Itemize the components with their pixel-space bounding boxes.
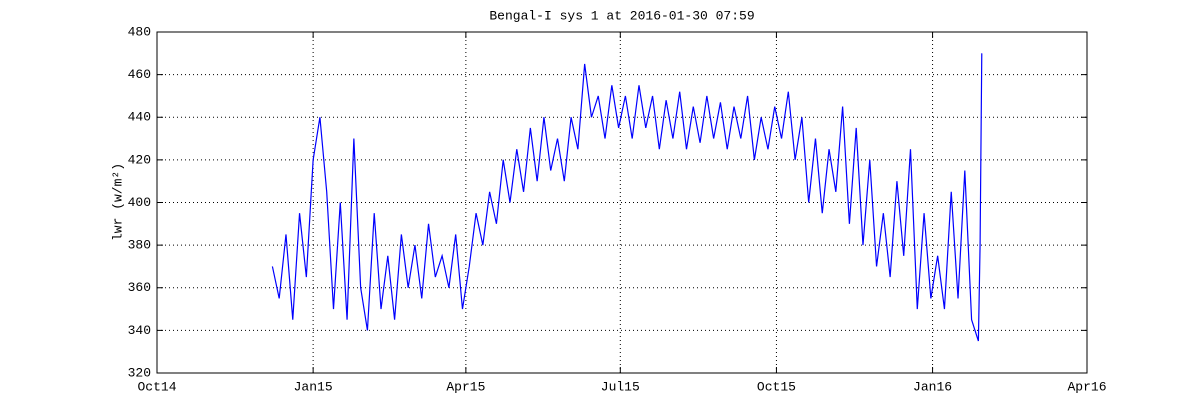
x-tick-label: Apr16 [1067,379,1106,394]
y-tick-label: 440 [128,110,151,125]
plot-frame [156,31,1088,374]
data-line [271,53,983,342]
x-tick-label: Oct14 [137,379,176,394]
y-tick-label: 480 [128,24,151,39]
y-tick-label: 320 [128,365,151,380]
x-tick-label: Oct15 [757,379,796,394]
y-tick-label: 380 [128,238,151,253]
y-axis-label: lwr (w/m²) [110,163,125,241]
chart-title: Bengal-I sys 1 at 2016-01-30 07:59 [489,8,754,23]
y-tick-label: 360 [128,280,151,295]
y-tick-label: 400 [128,195,151,210]
x-tick-label: Apr15 [446,379,485,394]
x-tick-label: Jan16 [913,379,952,394]
y-tick-label: 340 [128,323,151,338]
x-tick-label: Jul15 [601,379,640,394]
y-tick-label: 420 [128,152,151,167]
x-tick-label: Jan15 [294,379,333,394]
y-tick-label: 460 [128,67,151,82]
